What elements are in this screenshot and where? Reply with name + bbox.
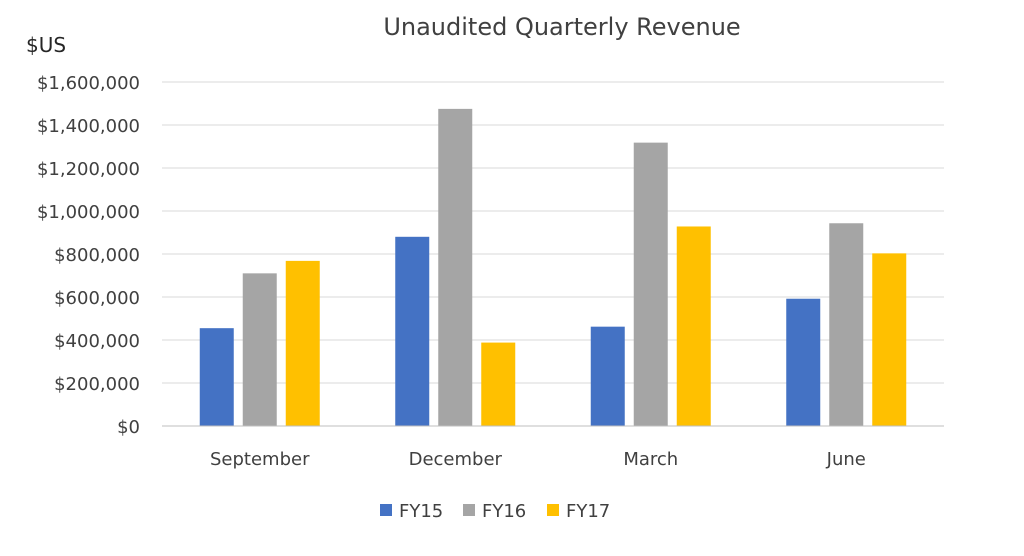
bar-fy17-september xyxy=(285,260,320,426)
legend-label-fy16: FY16 xyxy=(482,501,526,522)
gridlines xyxy=(162,81,944,427)
bar-fy16-june xyxy=(829,223,864,426)
legend-label-fy17: FY17 xyxy=(566,501,610,522)
bars xyxy=(162,108,944,427)
legend-label-fy15: FY15 xyxy=(399,501,443,522)
x-tick-label: September xyxy=(210,449,310,470)
y-tick-label: $0 xyxy=(117,417,140,438)
x-axis-ticks: September December March June xyxy=(210,449,866,470)
bar-fy17-june xyxy=(872,253,907,426)
bar-fy16-march xyxy=(633,142,668,426)
bar-fy16-september xyxy=(242,273,277,426)
chart-title: Unaudited Quarterly Revenue xyxy=(383,13,740,41)
y-tick-label: $800,000 xyxy=(54,245,140,266)
bar-fy16-december xyxy=(438,108,473,426)
y-tick-label: $1,200,000 xyxy=(37,159,140,180)
x-tick-label: June xyxy=(826,449,866,470)
bar-fy17-december xyxy=(481,342,516,426)
bar-fy15-december xyxy=(395,236,430,426)
y-axis-ticks: $0 $200,000 $400,000 $600,000 $800,000 $1,000… xyxy=(37,73,140,438)
legend-swatch-fy15 xyxy=(380,504,392,516)
y-tick-label: $1,000,000 xyxy=(37,202,140,223)
legend-swatch-fy17 xyxy=(547,504,559,516)
x-tick-label: December xyxy=(409,449,503,470)
y-tick-label: $1,400,000 xyxy=(37,116,140,137)
y-tick-label: $400,000 xyxy=(54,331,140,352)
bar-fy17-march xyxy=(676,226,711,426)
bar-fy15-september xyxy=(199,328,234,426)
x-tick-label: March xyxy=(623,449,678,470)
y-tick-label: $600,000 xyxy=(54,288,140,309)
bar-fy15-march xyxy=(590,326,625,426)
y-unit-label: $US xyxy=(26,33,66,57)
bar-fy15-june xyxy=(786,298,821,426)
y-tick-label: $1,600,000 xyxy=(37,73,140,94)
y-tick-label: $200,000 xyxy=(54,374,140,395)
legend: FY15 FY16 FY17 xyxy=(380,501,610,522)
legend-swatch-fy16 xyxy=(463,504,475,516)
